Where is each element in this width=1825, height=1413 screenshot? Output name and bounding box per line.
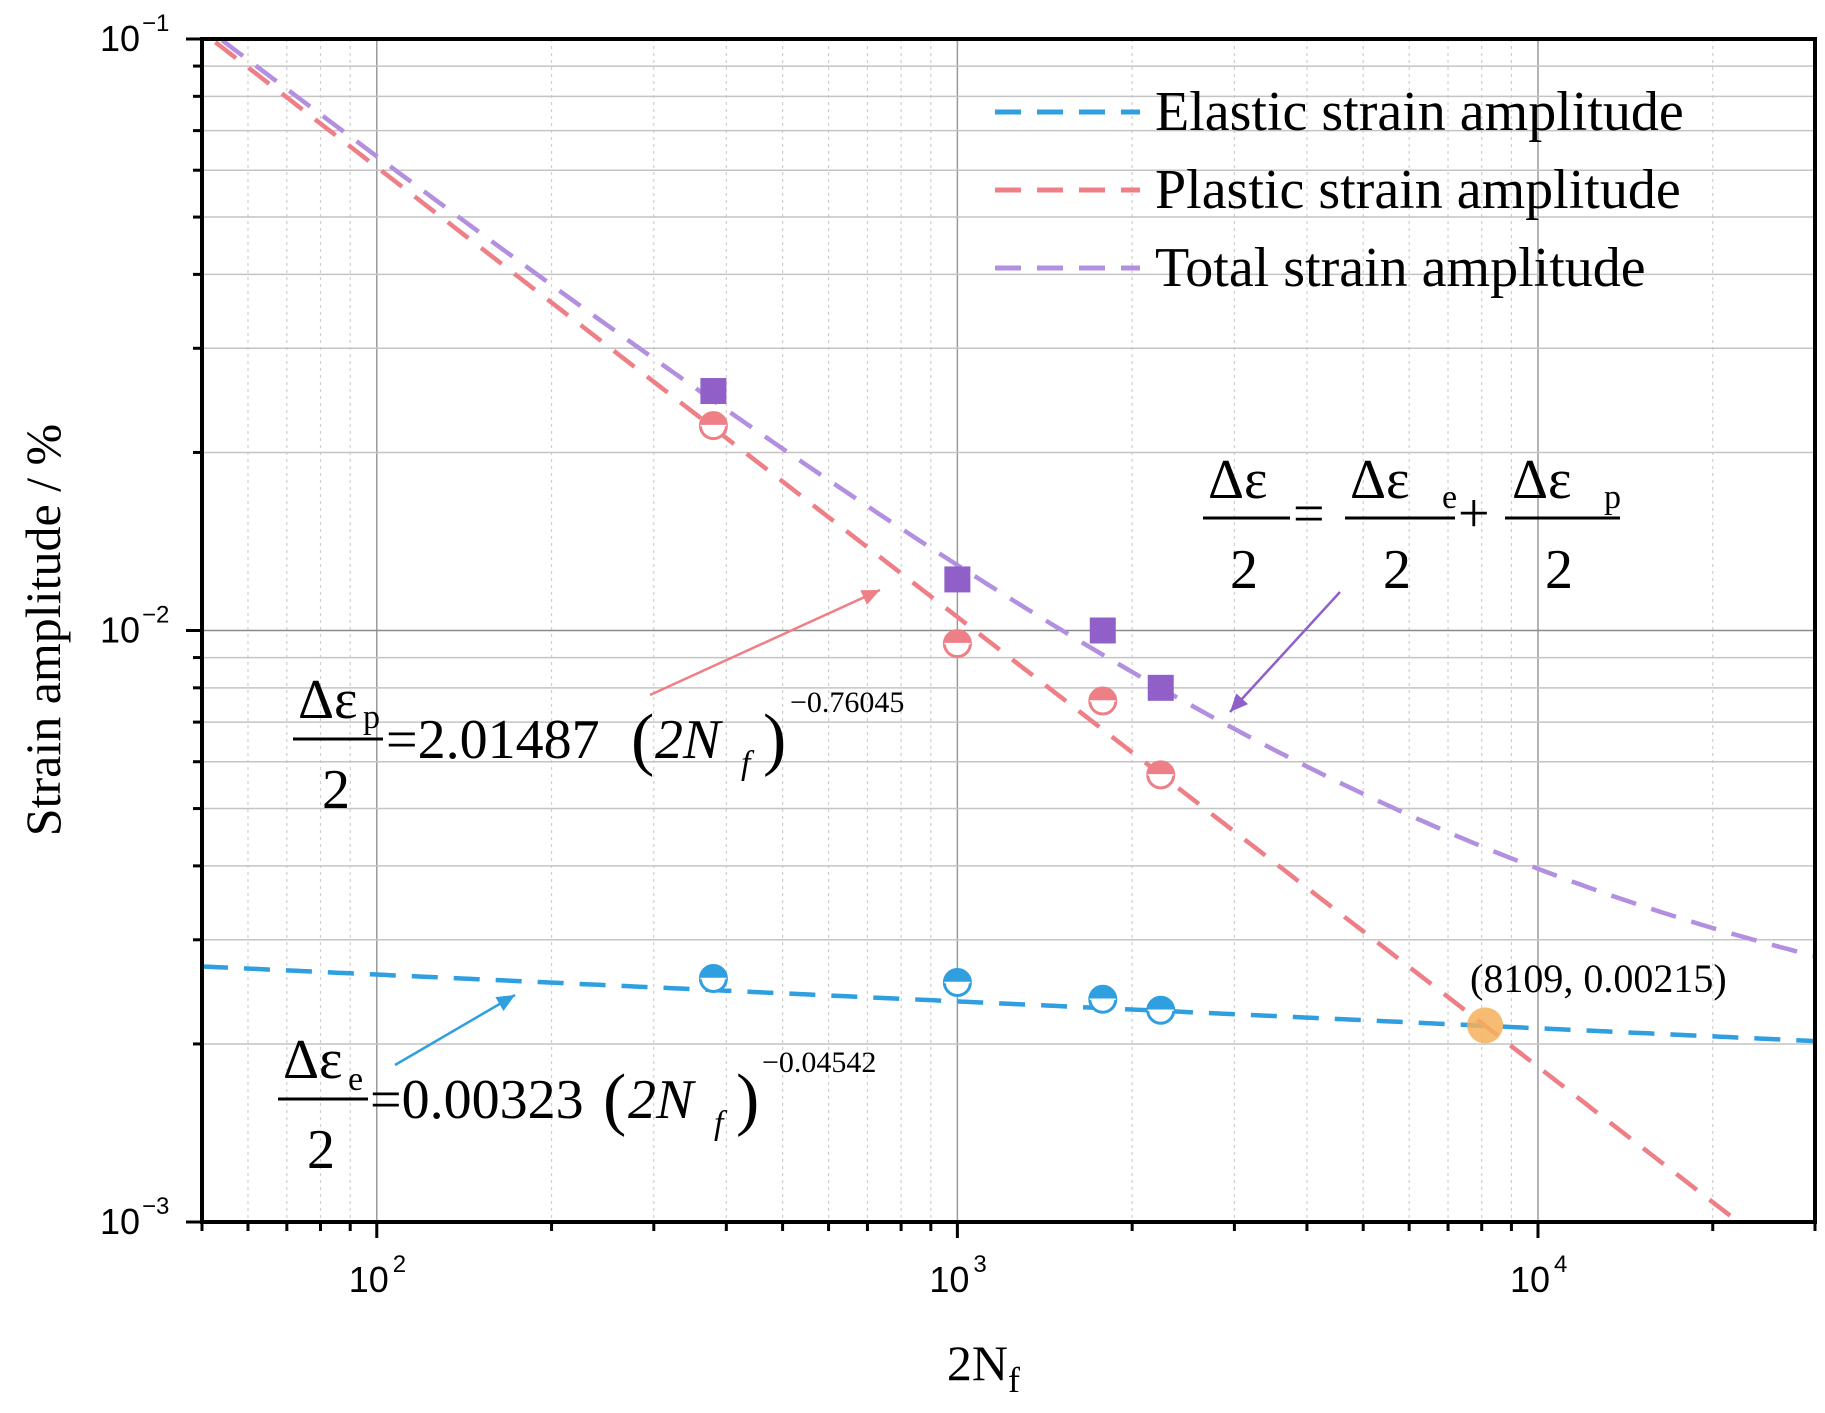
y-tick-label-exponent: −2 xyxy=(142,602,169,629)
total-data-point xyxy=(1089,617,1116,644)
x-tick-label-exponent: 2 xyxy=(393,1251,406,1278)
x-axis-title-subscript: f xyxy=(1008,1360,1020,1400)
svg-text:): ) xyxy=(763,701,786,778)
x-tick-label: 10 xyxy=(1510,1259,1550,1300)
legend-label: Plastic strain amplitude xyxy=(1155,159,1681,221)
intersection-label: (8109, 0.00215) xyxy=(1470,956,1727,1001)
y-axis-title: Strain amplitude / % xyxy=(15,424,71,836)
plastic-equation-arrow xyxy=(649,588,881,697)
svg-text:+: + xyxy=(1458,483,1490,545)
svg-text:−0.04542: −0.04542 xyxy=(762,1046,876,1079)
svg-text:2N: 2N xyxy=(628,1069,696,1131)
plastic-equation-arrow-head xyxy=(860,590,880,605)
x-tick-label: 10 xyxy=(929,1259,969,1300)
intersection-marker xyxy=(1467,1007,1504,1044)
data-markers xyxy=(698,378,1504,1044)
svg-text:(: ( xyxy=(603,1061,626,1138)
svg-text:Δε: Δε xyxy=(283,1029,343,1091)
y-tick-label-exponent: −1 xyxy=(142,10,169,37)
svg-text:−0.76045: −0.76045 xyxy=(790,686,904,719)
svg-text:2: 2 xyxy=(322,759,350,821)
x-axis-title: 2N xyxy=(947,1335,1008,1391)
legend-label: Total strain amplitude xyxy=(1155,237,1646,299)
total-equation-arrow xyxy=(1229,591,1341,713)
svg-text:Δε: Δε xyxy=(1512,449,1572,511)
svg-text:(: ( xyxy=(631,701,654,778)
annotation-arrows xyxy=(394,588,1341,1067)
x-tick-label: 10 xyxy=(349,1259,389,1300)
x-tick-label-exponent: 4 xyxy=(1554,1251,1567,1278)
svg-text:): ) xyxy=(736,1061,759,1138)
total-equation-arrow-head xyxy=(1230,693,1249,712)
svg-text:Δε: Δε xyxy=(298,669,358,731)
x-tick-label-exponent: 3 xyxy=(973,1251,986,1278)
svg-text:2: 2 xyxy=(307,1119,335,1181)
axis-ticks: 10 2 10 3 10 410 −110 −210 −3 xyxy=(100,10,1817,1300)
total-data-point xyxy=(944,566,971,593)
svg-text:=: = xyxy=(1293,483,1325,545)
svg-text:2: 2 xyxy=(1545,539,1573,601)
total-data-point xyxy=(1147,674,1174,701)
svg-text:2: 2 xyxy=(1230,539,1258,601)
total-fit-line xyxy=(220,38,1816,959)
elastic-equation: Δε e 2 =0.00323 ( 2N f ) −0.04542 xyxy=(278,1029,876,1181)
total-strain-equation: Δε 2 = Δε e 2 + Δε p 2 xyxy=(1203,449,1621,601)
svg-text:=0.00323: =0.00323 xyxy=(370,1069,584,1131)
elastic-equation-arrow xyxy=(394,993,516,1067)
legend: Elastic strain amplitude Plastic strain a… xyxy=(995,81,1684,299)
svg-text:Δε: Δε xyxy=(1208,449,1268,511)
svg-text:p: p xyxy=(363,699,380,736)
svg-text:2: 2 xyxy=(1383,539,1411,601)
svg-text:2N: 2N xyxy=(655,709,723,771)
svg-text:p: p xyxy=(1604,479,1621,516)
legend-label: Elastic strain amplitude xyxy=(1155,81,1684,143)
y-tick-label: 10 xyxy=(100,1201,140,1242)
svg-text:=2.01487: =2.01487 xyxy=(386,709,600,771)
y-tick-label: 10 xyxy=(100,18,140,59)
svg-text:e: e xyxy=(1442,479,1457,516)
elastic-fit-line xyxy=(201,964,1816,1044)
elastic-equation-arrow-head xyxy=(495,995,515,1011)
svg-text:Δε: Δε xyxy=(1350,449,1410,511)
total-data-point xyxy=(700,378,727,405)
svg-text:e: e xyxy=(348,1061,363,1098)
y-tick-label-exponent: −3 xyxy=(142,1193,169,1220)
y-tick-label: 10 xyxy=(100,610,140,651)
plastic-equation: Δε p 2 =2.01487 ( 2N f ) −0.76045 xyxy=(293,669,904,821)
